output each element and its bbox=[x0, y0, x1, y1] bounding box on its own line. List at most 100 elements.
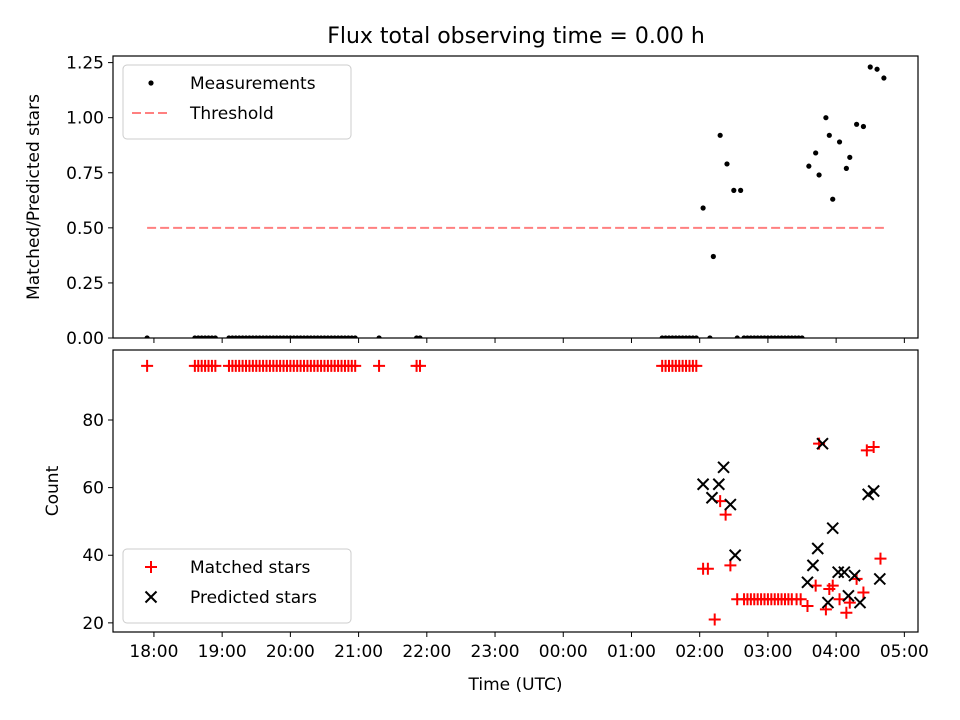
ytick-label: 1.00 bbox=[66, 109, 104, 129]
plot-area bbox=[144, 64, 887, 338]
top-panel: 0.00 0.25 0.50 0.75 1.00 1.25 Matched/Predicte… bbox=[24, 54, 919, 349]
xtick-label: 02:00 bbox=[675, 642, 724, 662]
legend: Measurements Threshold bbox=[122, 64, 352, 140]
ytick-label: 0.00 bbox=[66, 329, 104, 349]
measurements-point-60 bbox=[700, 205, 706, 211]
matched-stars-point-45 bbox=[349, 359, 362, 372]
xtick-label: 19:00 bbox=[198, 642, 247, 662]
predicted-stars-point-15 bbox=[848, 569, 861, 582]
predicted-stars-point-14 bbox=[842, 589, 855, 603]
axes-frame bbox=[112, 349, 919, 633]
xtick-label: 00:00 bbox=[539, 642, 588, 662]
predicted-stars-point-8 bbox=[811, 542, 824, 555]
predicted-stars-point-0 bbox=[696, 478, 710, 491]
predicted-stars-point-6 bbox=[801, 576, 814, 589]
measurements-point-45 bbox=[352, 335, 358, 338]
y-axis-label: Matched/Predicted stars bbox=[24, 94, 44, 300]
measurements-point-91 bbox=[830, 196, 836, 202]
ytick-label: 40 bbox=[82, 546, 104, 566]
measurements-point-86 bbox=[806, 163, 812, 169]
legend-box bbox=[122, 548, 352, 624]
measurements-point-93 bbox=[843, 165, 849, 171]
predicted-stars-point-18 bbox=[867, 484, 880, 498]
predicted-stars-point-2 bbox=[712, 478, 726, 491]
xtick-label: 05:00 bbox=[880, 642, 929, 662]
measurements-point-92 bbox=[836, 139, 843, 145]
legend-swatch-matched-stars-point-0 bbox=[145, 561, 157, 573]
measurements-point-48 bbox=[417, 335, 423, 338]
predicted-stars-point-9 bbox=[816, 437, 829, 450]
predicted-stars-point-4 bbox=[724, 498, 737, 511]
ytick-label: 1.25 bbox=[66, 54, 104, 74]
measurements-point-96 bbox=[860, 123, 867, 130]
matched-stars-point-46 bbox=[373, 359, 386, 372]
matched-stars-point-62 bbox=[708, 613, 721, 626]
ytick-label: 20 bbox=[82, 614, 104, 634]
predicted-stars-point-3 bbox=[717, 461, 730, 474]
legend-label-threshold: Threshold bbox=[189, 104, 274, 124]
measurements-point-59 bbox=[693, 335, 699, 338]
matched-stars-point-7 bbox=[209, 359, 222, 372]
axes-frame bbox=[112, 55, 919, 339]
measurements-point-90 bbox=[826, 132, 832, 138]
measurements-point-94 bbox=[847, 154, 853, 160]
measurements-point-65 bbox=[731, 187, 737, 193]
xtick-label: 18:00 bbox=[129, 642, 178, 662]
legend-label-matched-stars: Matched stars bbox=[190, 558, 310, 578]
predicted-stars-point-11 bbox=[826, 521, 839, 535]
measurements-point-64 bbox=[724, 161, 730, 167]
matched-stars-point-94 bbox=[857, 586, 870, 599]
xtick-label: 21:00 bbox=[334, 642, 383, 662]
ytick-label: 60 bbox=[82, 479, 104, 499]
x-axis-label: Time (UTC) bbox=[468, 675, 563, 695]
ytick-label: 0.25 bbox=[66, 274, 104, 294]
xtick-label: 20:00 bbox=[266, 642, 315, 662]
measurements-point-62 bbox=[710, 253, 716, 260]
ytick-label: 0.75 bbox=[66, 164, 104, 184]
matched-stars-point-48 bbox=[413, 359, 426, 372]
measurements-point-85 bbox=[799, 335, 805, 338]
measurements-point-61 bbox=[707, 335, 713, 338]
predicted-stars-point-7 bbox=[806, 559, 820, 572]
legend-label-measurements: Measurements bbox=[190, 74, 316, 94]
legend-box bbox=[122, 64, 352, 140]
predicted-stars-point-5 bbox=[728, 549, 742, 562]
measurements-point-66 bbox=[738, 187, 744, 193]
figure-title: Flux total observing time = 0.00 h bbox=[327, 24, 705, 49]
legend-label-predicted-stars: Predicted stars bbox=[190, 588, 317, 608]
matched-stars-point-59 bbox=[690, 359, 703, 372]
measurements-point-88 bbox=[816, 172, 822, 178]
measurements-point-98 bbox=[874, 66, 880, 72]
plot-area bbox=[141, 359, 887, 626]
measurements-point-0 bbox=[144, 335, 150, 338]
bottom-panel: 20 40 60 80 18:00 19:00 20:00 21:00 22:00 23:00 00… bbox=[43, 349, 929, 695]
matched-stars-point-0 bbox=[141, 359, 154, 372]
matched-stars-point-97 bbox=[874, 552, 887, 565]
measurements-point-99 bbox=[881, 75, 887, 81]
ytick-label: 0.50 bbox=[66, 219, 104, 239]
xtick-label: 22:00 bbox=[402, 642, 451, 662]
predicted-stars-point-10 bbox=[821, 596, 835, 609]
xtick-label: 23:00 bbox=[471, 642, 520, 662]
predicted-stars-point-13 bbox=[838, 565, 851, 579]
measurements-point-97 bbox=[867, 64, 873, 70]
matched-stars-point-95 bbox=[860, 444, 873, 457]
matched-stars-point-89 bbox=[826, 579, 839, 592]
y-axis-label: Count bbox=[43, 465, 63, 516]
ytick-label: 80 bbox=[82, 411, 104, 431]
legend-swatch-predicted-stars-point-0 bbox=[144, 590, 158, 604]
predicted-stars-point-16 bbox=[853, 596, 867, 609]
predicted-stars-point-1 bbox=[705, 491, 719, 504]
measurements-point-95 bbox=[854, 121, 860, 127]
predicted-stars-point-17 bbox=[861, 488, 875, 501]
measurements-point-87 bbox=[813, 150, 819, 156]
legend-swatch-measurements-point-0 bbox=[148, 80, 154, 86]
matched-stars-point-61 bbox=[701, 562, 714, 575]
measurements-point-63 bbox=[717, 132, 723, 138]
measurements-point-7 bbox=[212, 335, 218, 338]
xtick-label: 04:00 bbox=[812, 642, 861, 662]
matched-stars-point-91 bbox=[840, 606, 853, 619]
measurements-point-46 bbox=[376, 335, 382, 338]
predicted-stars-point-19 bbox=[873, 572, 887, 586]
